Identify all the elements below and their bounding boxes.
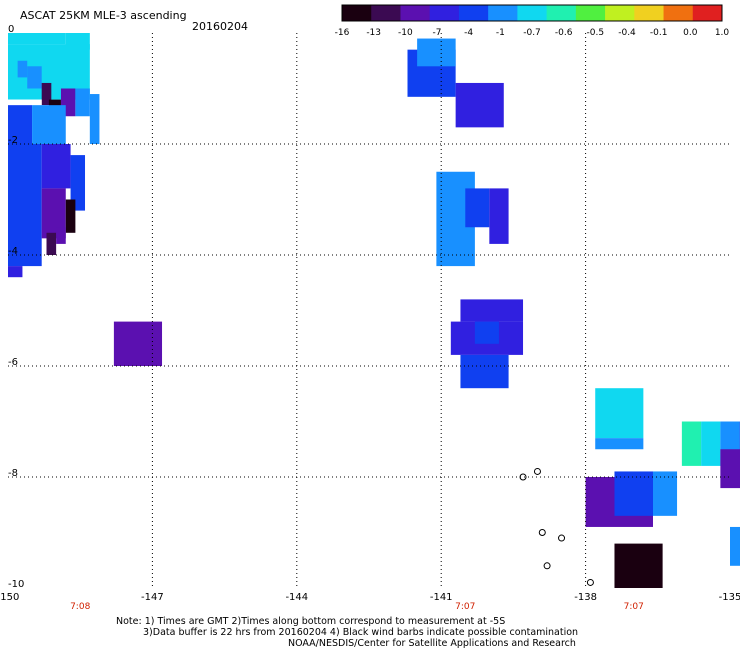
wind-cell [46,232,57,255]
x-tick-label: -144 [285,592,308,603]
colorbar-label: -0.4 [618,28,636,38]
wind-cell [614,543,663,588]
wind-cell [70,155,86,211]
wind-cell [614,471,653,516]
y-tick-label: -6 [8,357,18,368]
colorbar-label: -4 [464,28,473,38]
wind-cell [89,94,100,144]
time-label: 7:08 [70,602,90,612]
colorbar-label: -0.5 [587,28,605,38]
colorbar-swatch [400,5,431,21]
wind-cell [27,66,42,89]
colorbar-swatch [546,5,577,21]
wind-cell [720,449,740,489]
wind-cell [8,33,66,45]
footer-note-2: 3)Data buffer is 22 hrs from 20160204 4)… [143,627,579,638]
colorbar-swatch [605,5,635,21]
wind-cell [455,82,504,128]
colorbar-label: -16 [335,28,350,38]
wind-cell [8,266,23,278]
colorbar-swatch [371,5,401,21]
wind-cell [41,144,71,189]
island-outline [586,578,594,586]
x-tick-label: -141 [430,592,453,603]
x-tick-label: -138 [574,592,597,603]
colorbar-label: -0.6 [555,28,573,38]
colorbar-label: 1.0 [715,28,730,38]
wind-cell [489,249,504,278]
colorbar-legend: -16 -13 -10 -7 -4 -1 -0.7 -0.6 -0.5 -0.4 -0.1 0.0 1.… [335,4,730,38]
wind-cell [113,321,163,366]
map-date: 20160204 [192,20,248,33]
wind-cell [75,88,90,117]
colorbar-label: -0.1 [650,28,668,38]
y-tick-label: -8 [8,468,18,479]
wind-cell [8,144,42,267]
x-tick-label: -147 [141,592,164,603]
island-outline [533,467,541,475]
colorbar-swatch [634,5,665,21]
wind-cell [681,421,702,466]
time-label: 7:07 [455,602,475,612]
colorbar-label: -7 [433,28,442,38]
colorbar-label: -13 [366,28,381,38]
wind-cell [730,526,740,566]
footer-credit: NOAA/NESDIS/Center for Satellite Applica… [288,638,576,649]
wind-cell [8,99,42,106]
wind-cell [460,299,524,322]
wind-cell [32,105,66,144]
island-outline [519,473,527,481]
wind-cell [65,199,76,233]
island-outline [558,534,566,542]
x-tick-label: -135 [719,592,740,603]
colorbar-swatch [458,5,489,21]
y-tick-label: 0 [8,24,14,35]
wind-cell [474,321,499,344]
colorbar-swatch [488,5,518,21]
wind-cell [8,105,33,144]
colorbar-swatch [575,5,606,21]
y-tick-label: -4 [8,246,18,257]
time-label: 7:07 [624,602,644,612]
footer-note-1: Note: 1) Times are GMT 2)Times along bot… [116,616,506,627]
colorbar-label: -0.7 [523,28,541,38]
colorbar-swatch [429,5,460,21]
map-title: ASCAT 25KM MLE-3 ascending [20,9,187,22]
colorbar-swatch [663,5,694,21]
wind-cell [56,227,66,244]
island-outline [538,529,546,536]
wind-cell [460,354,509,389]
colorbar-label: -10 [398,28,413,38]
wind-cell [41,82,52,106]
island-outline [543,562,551,570]
colorbar-swatch [342,5,372,21]
y-tick-label: -2 [8,135,18,146]
x-tick-label: -150 [0,592,19,603]
wind-cell [701,421,721,466]
colorbar-swatch [692,5,723,21]
wind-cell [489,188,509,244]
y-tick-label: -10 [8,579,24,590]
colorbar-label: 0.0 [683,28,698,38]
wind-cell [652,471,678,516]
wind-cell [17,60,28,78]
wind-cell [417,38,456,67]
wind-cell [595,438,644,450]
wind-cell [465,188,490,228]
colorbar-swatch [517,5,548,21]
wind-cell [595,388,644,439]
colorbar-label: -1 [496,28,505,38]
